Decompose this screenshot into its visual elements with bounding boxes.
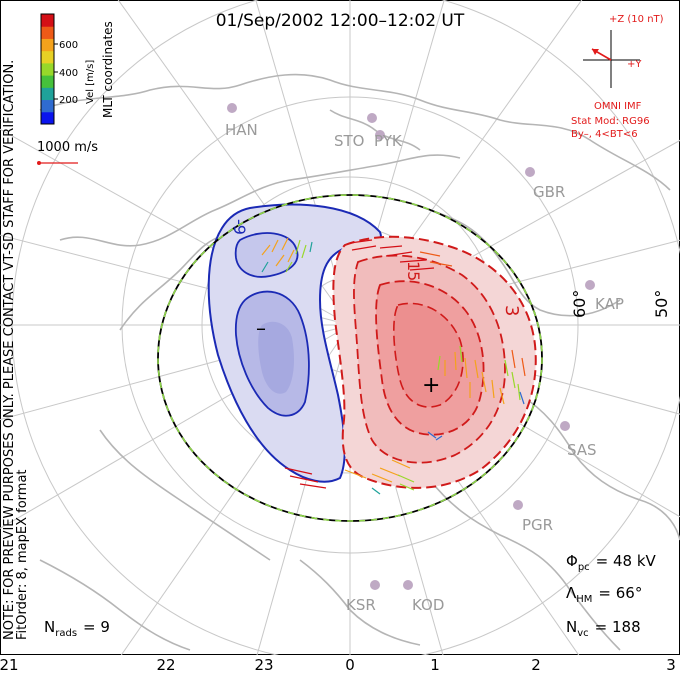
imf-condition: By–, 4<BT<6 bbox=[571, 129, 638, 140]
colorbar-cell bbox=[41, 75, 54, 88]
station-names: HAN STO PYK GBR KAP SAS PGR KSR KOD bbox=[225, 121, 624, 614]
map-title: 01/Sep/2002 12:00–12:02 UT bbox=[216, 11, 465, 31]
mlt-tick-21: 21 bbox=[0, 656, 19, 674]
colorbar-cell bbox=[41, 50, 54, 64]
colorbar-title: Vel [m/s] bbox=[85, 60, 96, 104]
colorbar bbox=[41, 14, 54, 125]
imf-panel: +Z (10 nT) +Y OMNI IMF Stat Mod: RG96 By… bbox=[571, 14, 664, 140]
mlt-tick-0: 0 bbox=[345, 656, 355, 674]
station-han: HAN bbox=[225, 121, 258, 139]
mlt-tick-2: 2 bbox=[531, 656, 541, 674]
mlt-tick-23: 23 bbox=[254, 656, 273, 674]
lambda-hm-stat: ΛHM = 66° bbox=[566, 584, 642, 605]
velocity-vectors bbox=[261, 237, 526, 495]
contour-label-positive-1: 15 bbox=[404, 261, 423, 281]
mlt-tick-1: 1 bbox=[430, 656, 440, 674]
colorbar-cell bbox=[41, 38, 54, 52]
coastlines bbox=[39, 73, 680, 651]
potential-min-marker: – bbox=[256, 316, 266, 340]
station-sto: STO bbox=[334, 132, 365, 150]
station-kap: KAP bbox=[595, 295, 624, 313]
latitude-label-50: 50° bbox=[652, 290, 671, 318]
stats-panel: Φpc = 48 kV ΛHM = 66° Nvc = 188 Nrads = 9 bbox=[44, 552, 657, 639]
mlt-axis: 21 22 23 0 1 2 3 bbox=[0, 656, 676, 674]
contour-label-negative: -9 bbox=[230, 219, 249, 235]
positive-cell bbox=[332, 235, 537, 489]
preview-notice: NOTE: FOR PREVIEW PURPOSES ONLY. PLEASE … bbox=[2, 60, 17, 640]
nvc-stat: Nvc = 188 bbox=[566, 618, 641, 639]
mlt-tick-3: 3 bbox=[666, 656, 676, 674]
colorbar-tick-400: 400 bbox=[59, 68, 78, 79]
colorbar-ticks bbox=[54, 43, 58, 100]
station-pyk: PYK bbox=[374, 132, 403, 150]
station-sas: SAS bbox=[567, 441, 597, 459]
potential-max-marker: + bbox=[422, 373, 440, 398]
imf-bz-label: +Z (10 nT) bbox=[609, 14, 664, 25]
nrads-stat: Nrads = 9 bbox=[44, 618, 110, 639]
colorbar-cell bbox=[41, 87, 54, 101]
colorbar-cell bbox=[41, 14, 54, 27]
contour-label-positive-2: 3 bbox=[501, 305, 522, 316]
colorbar-tick-600: 600 bbox=[59, 40, 78, 51]
colorbar-tick-200: 200 bbox=[59, 95, 78, 106]
negative-cell bbox=[207, 203, 382, 483]
imf-by-label: +Y bbox=[627, 59, 642, 70]
latitude-label-60: 60° bbox=[570, 290, 589, 318]
station-pgr: PGR bbox=[522, 516, 553, 534]
hm-boundary-dashes bbox=[157, 194, 543, 522]
station-kod: KOD bbox=[412, 596, 444, 614]
station-gbr: GBR bbox=[533, 183, 565, 201]
colorbar-cell bbox=[41, 111, 54, 125]
station-markers bbox=[227, 103, 595, 590]
scale-vector-label: 1000 m/s bbox=[37, 140, 98, 155]
imf-source: OMNI IMF bbox=[594, 101, 642, 112]
phi-pc-stat: Φpc = 48 kV bbox=[566, 552, 657, 573]
imf-vector-arrowhead bbox=[592, 49, 599, 55]
colorbar-cell bbox=[41, 99, 54, 113]
coordinate-label: MLT coordinates bbox=[101, 21, 115, 118]
colorbar-cell bbox=[41, 26, 54, 39]
colorbar-frame bbox=[40, 13, 55, 125]
fit-order-note: FitOrder: 8, mapEX format bbox=[15, 469, 30, 640]
station-ksr: KSR bbox=[346, 596, 376, 614]
mlt-tick-22: 22 bbox=[156, 656, 175, 674]
colorbar-cell bbox=[41, 62, 54, 76]
imf-model: Stat Mod: RG96 bbox=[571, 116, 650, 127]
